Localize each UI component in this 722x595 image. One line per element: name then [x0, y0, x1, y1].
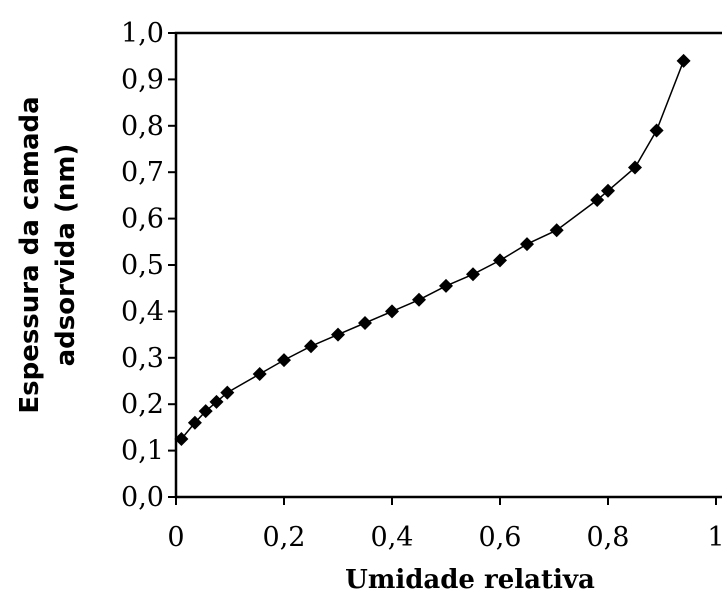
y-tick-label: 0,9 [121, 64, 164, 95]
y-axis-title-line: Espessura da camada [15, 96, 45, 413]
data-point [277, 353, 291, 368]
y-tick-label: 0,0 [121, 482, 164, 513]
data-point [174, 432, 189, 446]
data-point [590, 193, 605, 208]
data-point [520, 237, 534, 252]
data-point [304, 339, 318, 354]
data-points [174, 53, 691, 446]
y-tick-label: 0,5 [121, 250, 164, 281]
y-tick-label: 0,7 [121, 157, 164, 188]
x-axis-title: Umidade relativa [345, 565, 595, 595]
data-point [549, 223, 564, 238]
x-tick-label: 0,8 [587, 522, 630, 553]
series-line [180, 60, 685, 440]
x-tick-label: 1 [707, 522, 722, 553]
data-point [187, 415, 202, 430]
data-point [198, 404, 213, 419]
plot-frame [174, 31, 722, 499]
y-axis-ticks: 0,0 0,1 0,2 0,3 0,4 0,5 0,6 0,7 0,8 0,9 1,0 [121, 18, 176, 513]
data-point [358, 316, 372, 330]
y-tick-label: 0,1 [121, 436, 164, 467]
data-point [385, 304, 399, 319]
y-axis-title: Espessura da camada adsorvida (nm) [15, 96, 81, 413]
data-point [493, 253, 507, 268]
data-point [412, 292, 426, 307]
data-point [628, 160, 642, 175]
x-tick-label: 0,2 [263, 522, 306, 553]
data-point [601, 183, 615, 198]
y-tick-label: 0,4 [121, 296, 164, 327]
data-point [209, 394, 224, 409]
y-tick-label: 0,3 [121, 343, 164, 374]
data-point [220, 385, 235, 400]
x-tick-label: 0 [167, 522, 184, 553]
data-point [466, 267, 480, 282]
y-tick-label: 0,6 [121, 204, 164, 235]
y-axis-title-line: adsorvida (nm) [51, 144, 81, 367]
data-point [649, 123, 664, 138]
x-tick-label: 0,6 [479, 522, 522, 553]
y-tick-label: 1,0 [121, 18, 164, 49]
y-tick-label: 0,2 [121, 389, 164, 420]
data-point [676, 53, 691, 68]
data-point [331, 327, 345, 342]
data-point [439, 278, 453, 293]
data-point [252, 367, 267, 382]
y-tick-label: 0,8 [121, 111, 164, 142]
x-tick-label: 0,4 [371, 522, 414, 553]
x-axis-ticks: 0 0,2 0,4 0,6 0,8 1 [167, 497, 722, 553]
